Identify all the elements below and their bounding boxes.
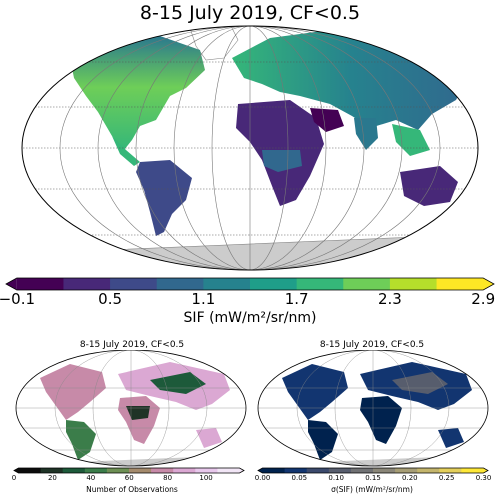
main-colorbar-swatch [156,278,204,290]
main-colorbar [5,277,495,291]
main-colorbar-extend-high [483,278,494,290]
main-colorbar-swatch [203,278,251,290]
sigma-colorbar-tick-label: 0.25 [438,474,455,482]
south-america-shape [136,160,192,236]
main-map-title: 8-15 July 2019, CF<0.5 [139,2,361,24]
main-colorbar-tick-label: −0.1 [0,290,36,308]
obs-colorbar-extend-high [239,468,244,473]
sigma-colorbar-swatch [328,468,352,473]
sigma-colorbar-label: σ(SIF) (mW/m²/sr/nm) [331,485,413,494]
sigma-colorbar-tick-label: 0.30 [475,474,492,482]
sigma-colorbar-swatch [439,468,462,473]
main-colorbar-tick-label: 1.7 [284,290,309,308]
main-colorbar-tick-label: 1.1 [191,290,216,308]
north-america-shape [70,36,205,150]
sigma-colorbar-extend-high [483,468,488,473]
main-colorbar-tick-label: 2.9 [471,290,496,308]
sigma-colorbar-tick-label: 0.20 [402,474,418,482]
obs-colorbar [13,467,245,474]
obs-colorbar-tick-label: 40 [86,474,96,482]
sigma-colorbar-swatch [373,468,396,473]
main-colorbar-swatch [110,278,158,290]
obs-colorbar-swatch [40,468,64,473]
main-colorbar-swatch [16,278,64,290]
main-colorbar-tick-label: 2.3 [377,290,402,308]
sigma-map-title: 8-15 July 2019, CF<0.5 [319,340,425,350]
central-america-shape [112,136,140,166]
obs-colorbar-swatch [62,468,86,473]
small-maps [13,350,489,474]
obs-colorbar-label: Number of Observations [86,485,178,494]
main-map-border [21,25,479,271]
main-map [5,25,495,291]
obs-colorbar-swatch [195,468,218,473]
main-colorbar-swatch [250,278,298,290]
main-colorbar-extend-low [6,278,17,290]
main-colorbar-tick-label: 0.5 [98,290,123,308]
sigma-colorbar-swatch [306,468,330,473]
obs-colorbar-swatch [173,468,196,473]
main-colorbar-swatch [63,278,111,290]
obs-colorbar-swatch [106,468,130,473]
sigma-colorbar-tick-label: 0.10 [328,474,344,482]
obs-colorbar-tick-label: 0 [11,474,17,482]
obs-colorbar-swatch [217,468,240,473]
sigma-colorbar-tick-label: 0.00 [254,474,271,482]
sigma-colorbar-extend-low [258,468,263,473]
obs-colorbar-swatch [151,468,174,473]
greenland-shape [189,26,239,61]
main-colorbar-swatch [296,278,344,290]
obs-colorbar-swatch [84,468,108,473]
sigma-colorbar-swatch [350,468,374,473]
sigma-colorbar-tick-label: 0.15 [365,474,381,482]
sigma-colorbar-tick-label: 0.05 [291,474,308,482]
obs-colorbar-swatch [18,468,42,473]
sigma-colorbar-swatch [417,468,440,473]
sigma-colorbar-swatch [461,468,484,473]
main-colorbar-swatch [343,278,391,290]
obs-colorbar-swatch [129,468,152,473]
obs-colorbar-tick-label: 100 [199,474,213,482]
obs-colorbar-tick-label: 20 [47,474,57,482]
sigma-colorbar-swatch [395,468,418,473]
obs-colorbar-tick-label: 80 [163,474,173,482]
australia-shape [400,166,458,206]
main-colorbar-swatch [436,278,484,290]
sigma-colorbar [257,467,489,474]
obs-colorbar-extend-low [14,468,19,473]
obs-map-title: 8-15 July 2019, CF<0.5 [79,340,185,350]
obs-colorbar-tick-label: 60 [124,474,134,482]
main-colorbar-label: SIF (mW/m²/sr/nm) [183,310,317,326]
main-colorbar-swatch [389,278,438,290]
sigma-colorbar-swatch [262,468,286,473]
sigma-colorbar-swatch [284,468,308,473]
